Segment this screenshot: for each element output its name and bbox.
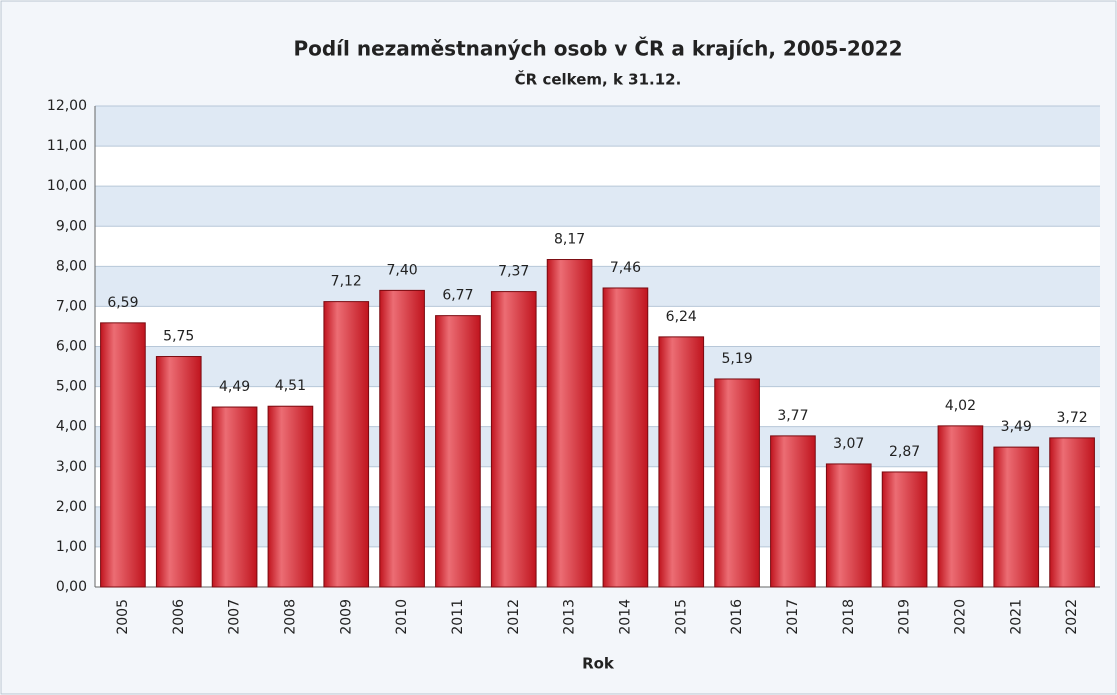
bar bbox=[770, 435, 816, 588]
plot-band bbox=[95, 346, 1100, 387]
x-tick-label: 2007 bbox=[227, 599, 243, 635]
value-label: 6,59 bbox=[107, 295, 138, 311]
x-tick-label: 2015 bbox=[673, 599, 689, 635]
x-tick-label: 2019 bbox=[897, 599, 913, 635]
value-label: 7,37 bbox=[498, 264, 529, 280]
x-tick-label: 2012 bbox=[506, 599, 522, 635]
x-tick-label: 2016 bbox=[729, 599, 745, 635]
chart-subtitle: ČR celkem, k 31.12. bbox=[515, 70, 682, 89]
y-tick-label: 9,00 bbox=[56, 218, 87, 234]
x-tick-label: 2021 bbox=[1008, 599, 1024, 635]
x-tick-label: 2011 bbox=[450, 599, 466, 635]
value-label: 6,24 bbox=[666, 309, 697, 325]
x-tick-label: 2014 bbox=[617, 599, 633, 635]
y-tick-label: 3,00 bbox=[56, 459, 87, 475]
bar bbox=[267, 405, 314, 588]
value-label: 4,02 bbox=[945, 398, 976, 414]
y-tick-label: 5,00 bbox=[56, 379, 87, 395]
y-tick-label: 12,00 bbox=[47, 98, 87, 114]
value-label: 8,17 bbox=[554, 232, 585, 248]
bar bbox=[881, 471, 928, 588]
value-label: 5,19 bbox=[721, 351, 752, 367]
x-tick-label: 2005 bbox=[115, 599, 131, 635]
plot-band bbox=[95, 506, 1100, 547]
bar bbox=[825, 463, 872, 588]
value-label: 4,49 bbox=[219, 379, 250, 395]
x-tick-label: 2008 bbox=[282, 599, 298, 635]
y-tick-label: 4,00 bbox=[56, 419, 87, 435]
value-label: 7,46 bbox=[610, 260, 641, 276]
y-tick-label: 6,00 bbox=[56, 339, 87, 355]
y-tick-label: 10,00 bbox=[47, 178, 87, 194]
bar bbox=[155, 356, 202, 588]
plot-band bbox=[95, 106, 1100, 147]
x-tick-label: 2009 bbox=[338, 599, 354, 635]
bar bbox=[1049, 437, 1095, 588]
value-label: 4,51 bbox=[275, 378, 306, 394]
value-label: 7,40 bbox=[386, 262, 417, 278]
value-label: 6,77 bbox=[442, 288, 473, 304]
bar bbox=[714, 378, 760, 588]
value-label: 3,07 bbox=[833, 436, 864, 452]
x-tick-label: 2018 bbox=[841, 599, 857, 635]
x-tick-label: 2017 bbox=[785, 599, 801, 635]
value-label: 5,75 bbox=[163, 329, 194, 345]
y-tick-label: 2,00 bbox=[56, 499, 87, 515]
value-label: 3,72 bbox=[1056, 410, 1087, 426]
x-tick-label: 2013 bbox=[562, 599, 578, 635]
bar bbox=[211, 406, 258, 588]
bar bbox=[323, 301, 370, 588]
y-tick-label: 1,00 bbox=[56, 539, 87, 555]
bar bbox=[658, 336, 705, 588]
bar bbox=[937, 425, 984, 588]
x-tick-label: 2010 bbox=[394, 599, 410, 635]
bar bbox=[490, 291, 537, 588]
x-tick-label: 2006 bbox=[171, 599, 187, 635]
x-axis-label: Rok bbox=[582, 655, 615, 673]
value-label: 3,49 bbox=[1001, 419, 1032, 435]
bar bbox=[100, 322, 146, 588]
x-tick-label: 2022 bbox=[1064, 599, 1080, 635]
plot-band bbox=[95, 266, 1100, 307]
plot-band bbox=[95, 186, 1100, 227]
bar bbox=[602, 287, 649, 588]
y-tick-label: 0,00 bbox=[56, 579, 87, 595]
value-label: 2,87 bbox=[889, 444, 920, 460]
chart-title: Podíl nezaměstnaných osob v ČR a krajích… bbox=[293, 37, 902, 61]
bar bbox=[379, 289, 425, 588]
y-tick-label: 11,00 bbox=[47, 138, 87, 154]
value-label: 7,12 bbox=[331, 274, 362, 290]
bar bbox=[435, 315, 481, 588]
bar bbox=[993, 446, 1040, 588]
plot-band bbox=[95, 426, 1100, 467]
y-tick-label: 7,00 bbox=[56, 298, 87, 314]
value-label: 3,77 bbox=[777, 408, 808, 424]
x-tick-label: 2020 bbox=[952, 599, 968, 635]
bar bbox=[546, 259, 593, 588]
y-tick-label: 8,00 bbox=[56, 258, 87, 274]
